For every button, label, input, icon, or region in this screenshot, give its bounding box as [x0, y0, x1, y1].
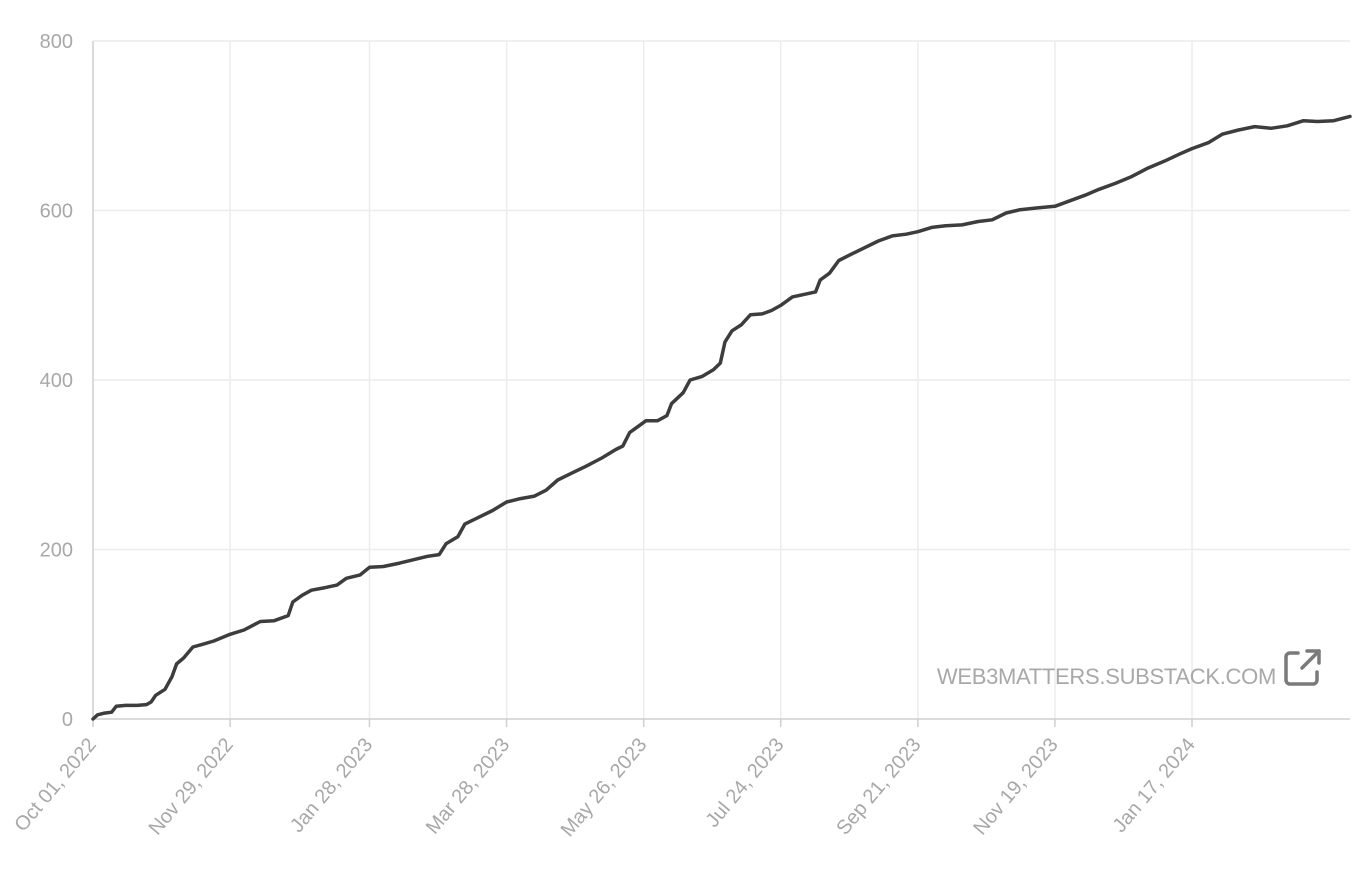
y-tick-label: 200	[40, 540, 73, 562]
external-link-icon[interactable]	[1284, 649, 1321, 686]
x-tick-label: Sep 21, 2023	[832, 734, 925, 839]
y-tick-label: 0	[62, 709, 73, 731]
watermark-text[interactable]: WEB3MATTERS.SUBSTACK.COM	[937, 664, 1276, 689]
y-tick-label: 600	[40, 201, 73, 223]
grid	[93, 40, 1350, 719]
x-tick-label: Jan 28, 2023	[286, 734, 377, 837]
series-layer	[91, 114, 1352, 721]
y-axis-ticks: 0 200 400 600 800	[40, 31, 73, 731]
y-tick-label: 400	[40, 370, 73, 392]
y-tick-label: 800	[40, 31, 73, 53]
watermark[interactable]: WEB3MATTERS.SUBSTACK.COM	[937, 649, 1321, 689]
x-tick-label: Mar 28, 2023	[422, 734, 515, 838]
x-tick-label: May 26, 2023	[557, 734, 652, 841]
x-tick-label: Jan 17, 2024	[1109, 734, 1200, 837]
x-axis-ticks: Oct 01, 2022 Nov 29, 2022 Jan 28, 2023 Mar …	[10, 719, 1200, 841]
x-tick-label: Oct 01, 2022	[10, 734, 100, 836]
series-line	[91, 114, 1352, 721]
axes	[92, 41, 1350, 720]
x-tick-label: Nov 19, 2023	[969, 734, 1062, 839]
x-tick-label: Jul 24, 2023	[702, 734, 789, 832]
x-tick-label: Nov 29, 2022	[145, 734, 238, 839]
